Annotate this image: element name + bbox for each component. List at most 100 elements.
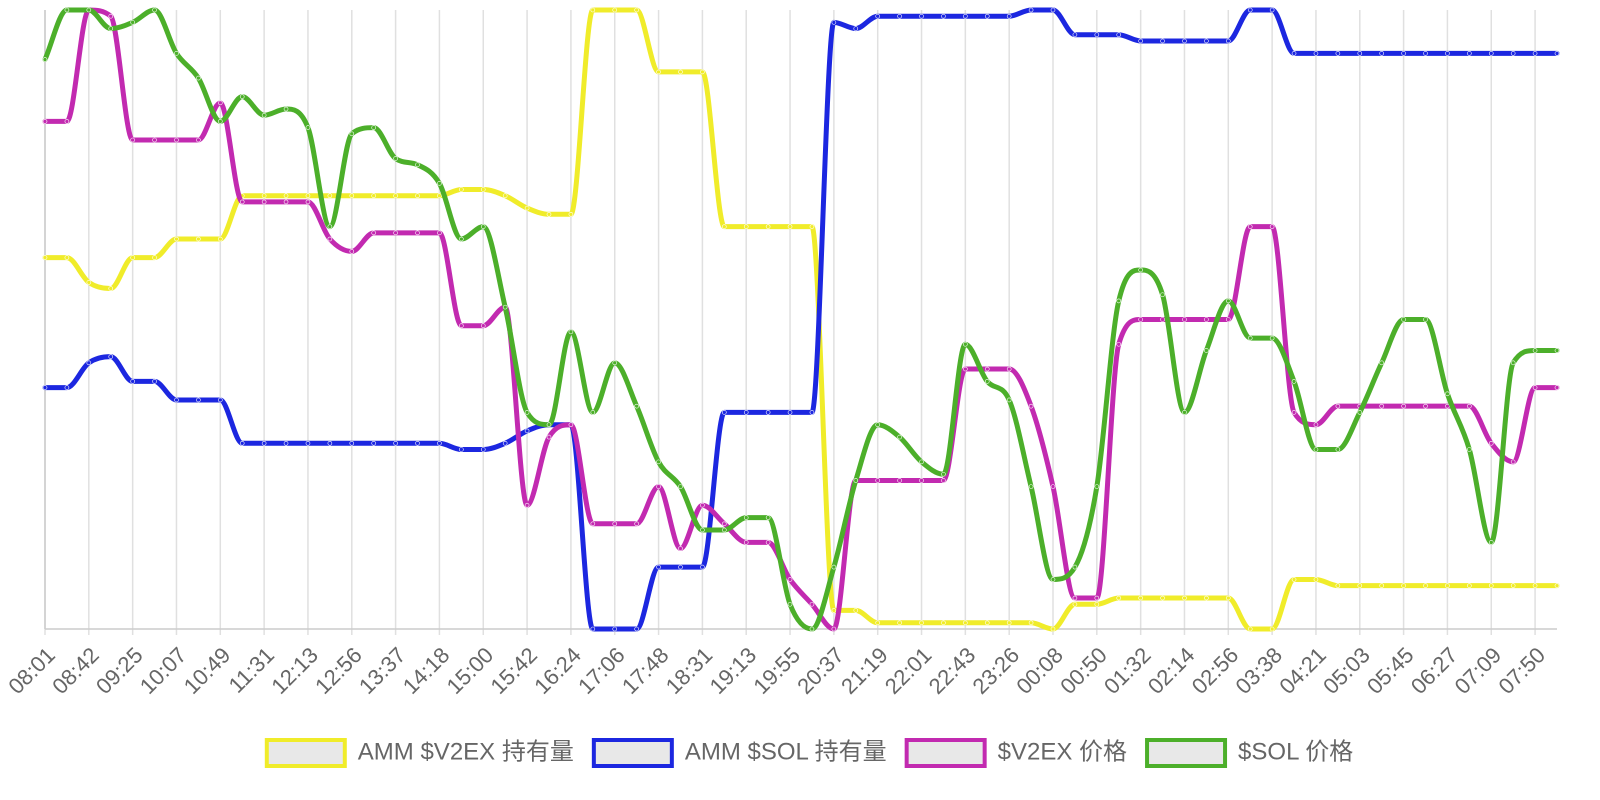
point: [261, 112, 267, 118]
point: [64, 119, 70, 124]
point: [502, 304, 508, 310]
point: [700, 502, 705, 508]
point: [305, 193, 311, 198]
point: [1467, 51, 1472, 56]
point: [853, 478, 859, 483]
point: [327, 236, 333, 242]
line: [42, 7, 1560, 632]
point: [1467, 583, 1472, 588]
legend-swatch: [591, 738, 674, 768]
point: [1379, 403, 1384, 409]
x-tick-label: 23:26: [968, 642, 1025, 699]
point: [152, 379, 157, 384]
point: [809, 224, 815, 229]
point: [261, 199, 267, 205]
point: [831, 564, 837, 570]
point: [1379, 583, 1384, 588]
point: [1160, 317, 1165, 322]
point: [787, 410, 793, 415]
point: [1269, 7, 1275, 13]
point: [1050, 626, 1056, 632]
point: [1335, 583, 1341, 588]
point: [1094, 484, 1100, 489]
x-tick-label: 02:14: [1143, 642, 1200, 699]
point: [371, 230, 376, 236]
point: [1006, 620, 1012, 626]
point: [809, 626, 815, 632]
point: [853, 608, 859, 613]
x-tick-label: 04:21: [1274, 642, 1331, 699]
point: [831, 608, 837, 613]
point: [415, 193, 420, 198]
point: [875, 13, 880, 19]
point: [831, 626, 837, 632]
point: [349, 249, 355, 254]
point: [1401, 403, 1406, 409]
point: [1532, 583, 1538, 588]
point: [1357, 51, 1363, 56]
point: [305, 440, 311, 446]
legend-item: $SOL 价格: [1145, 738, 1353, 768]
point: [393, 230, 398, 236]
point: [743, 540, 749, 545]
point: [1050, 577, 1056, 582]
point: [1094, 32, 1100, 38]
point: [1226, 317, 1231, 322]
point: [590, 521, 596, 527]
point: [1467, 447, 1472, 452]
point: [437, 193, 442, 198]
x-tick-label: 16:24: [529, 642, 586, 699]
point: [502, 193, 508, 198]
point: [1445, 391, 1450, 397]
point: [305, 199, 311, 205]
point: [546, 434, 552, 440]
x-tick-label: 05:03: [1318, 642, 1375, 699]
point: [656, 459, 661, 465]
point: [1291, 379, 1297, 384]
point: [1510, 51, 1516, 56]
point: [634, 7, 639, 13]
point: [239, 440, 245, 446]
x-tick-label: 08:01: [3, 642, 60, 699]
point: [765, 224, 771, 229]
point: [130, 379, 135, 384]
point: [1226, 38, 1231, 44]
x-tick-label: 13:37: [354, 642, 411, 699]
point: [722, 527, 727, 533]
series: [42, 7, 1560, 632]
point: [1116, 298, 1122, 304]
point: [1313, 422, 1319, 428]
point: [941, 620, 946, 626]
point: [656, 484, 661, 489]
point: [305, 125, 311, 130]
point: [1072, 564, 1078, 570]
point: [42, 57, 48, 62]
point: [1291, 410, 1297, 415]
point: [108, 286, 114, 291]
point: [743, 224, 749, 229]
x-tick-label: 05:45: [1362, 642, 1419, 699]
x-tick-label: 11:31: [224, 642, 279, 697]
point: [196, 75, 201, 81]
point: [612, 521, 618, 527]
point: [941, 478, 946, 483]
point: [1028, 7, 1034, 13]
point: [1006, 397, 1012, 403]
point: [480, 323, 486, 328]
line: [42, 7, 1560, 632]
point: [459, 236, 464, 242]
point: [1247, 335, 1253, 341]
point: [1488, 51, 1494, 56]
point: [1072, 32, 1078, 38]
point: [1160, 38, 1165, 44]
point: [1423, 317, 1428, 322]
x-tick-label: 00:08: [1011, 642, 1068, 699]
point: [1379, 360, 1384, 366]
point: [152, 255, 157, 260]
point: [1357, 410, 1363, 415]
series: [42, 7, 1560, 632]
point: [480, 187, 486, 192]
point: [415, 440, 420, 446]
point: [174, 51, 179, 56]
point: [108, 13, 114, 19]
